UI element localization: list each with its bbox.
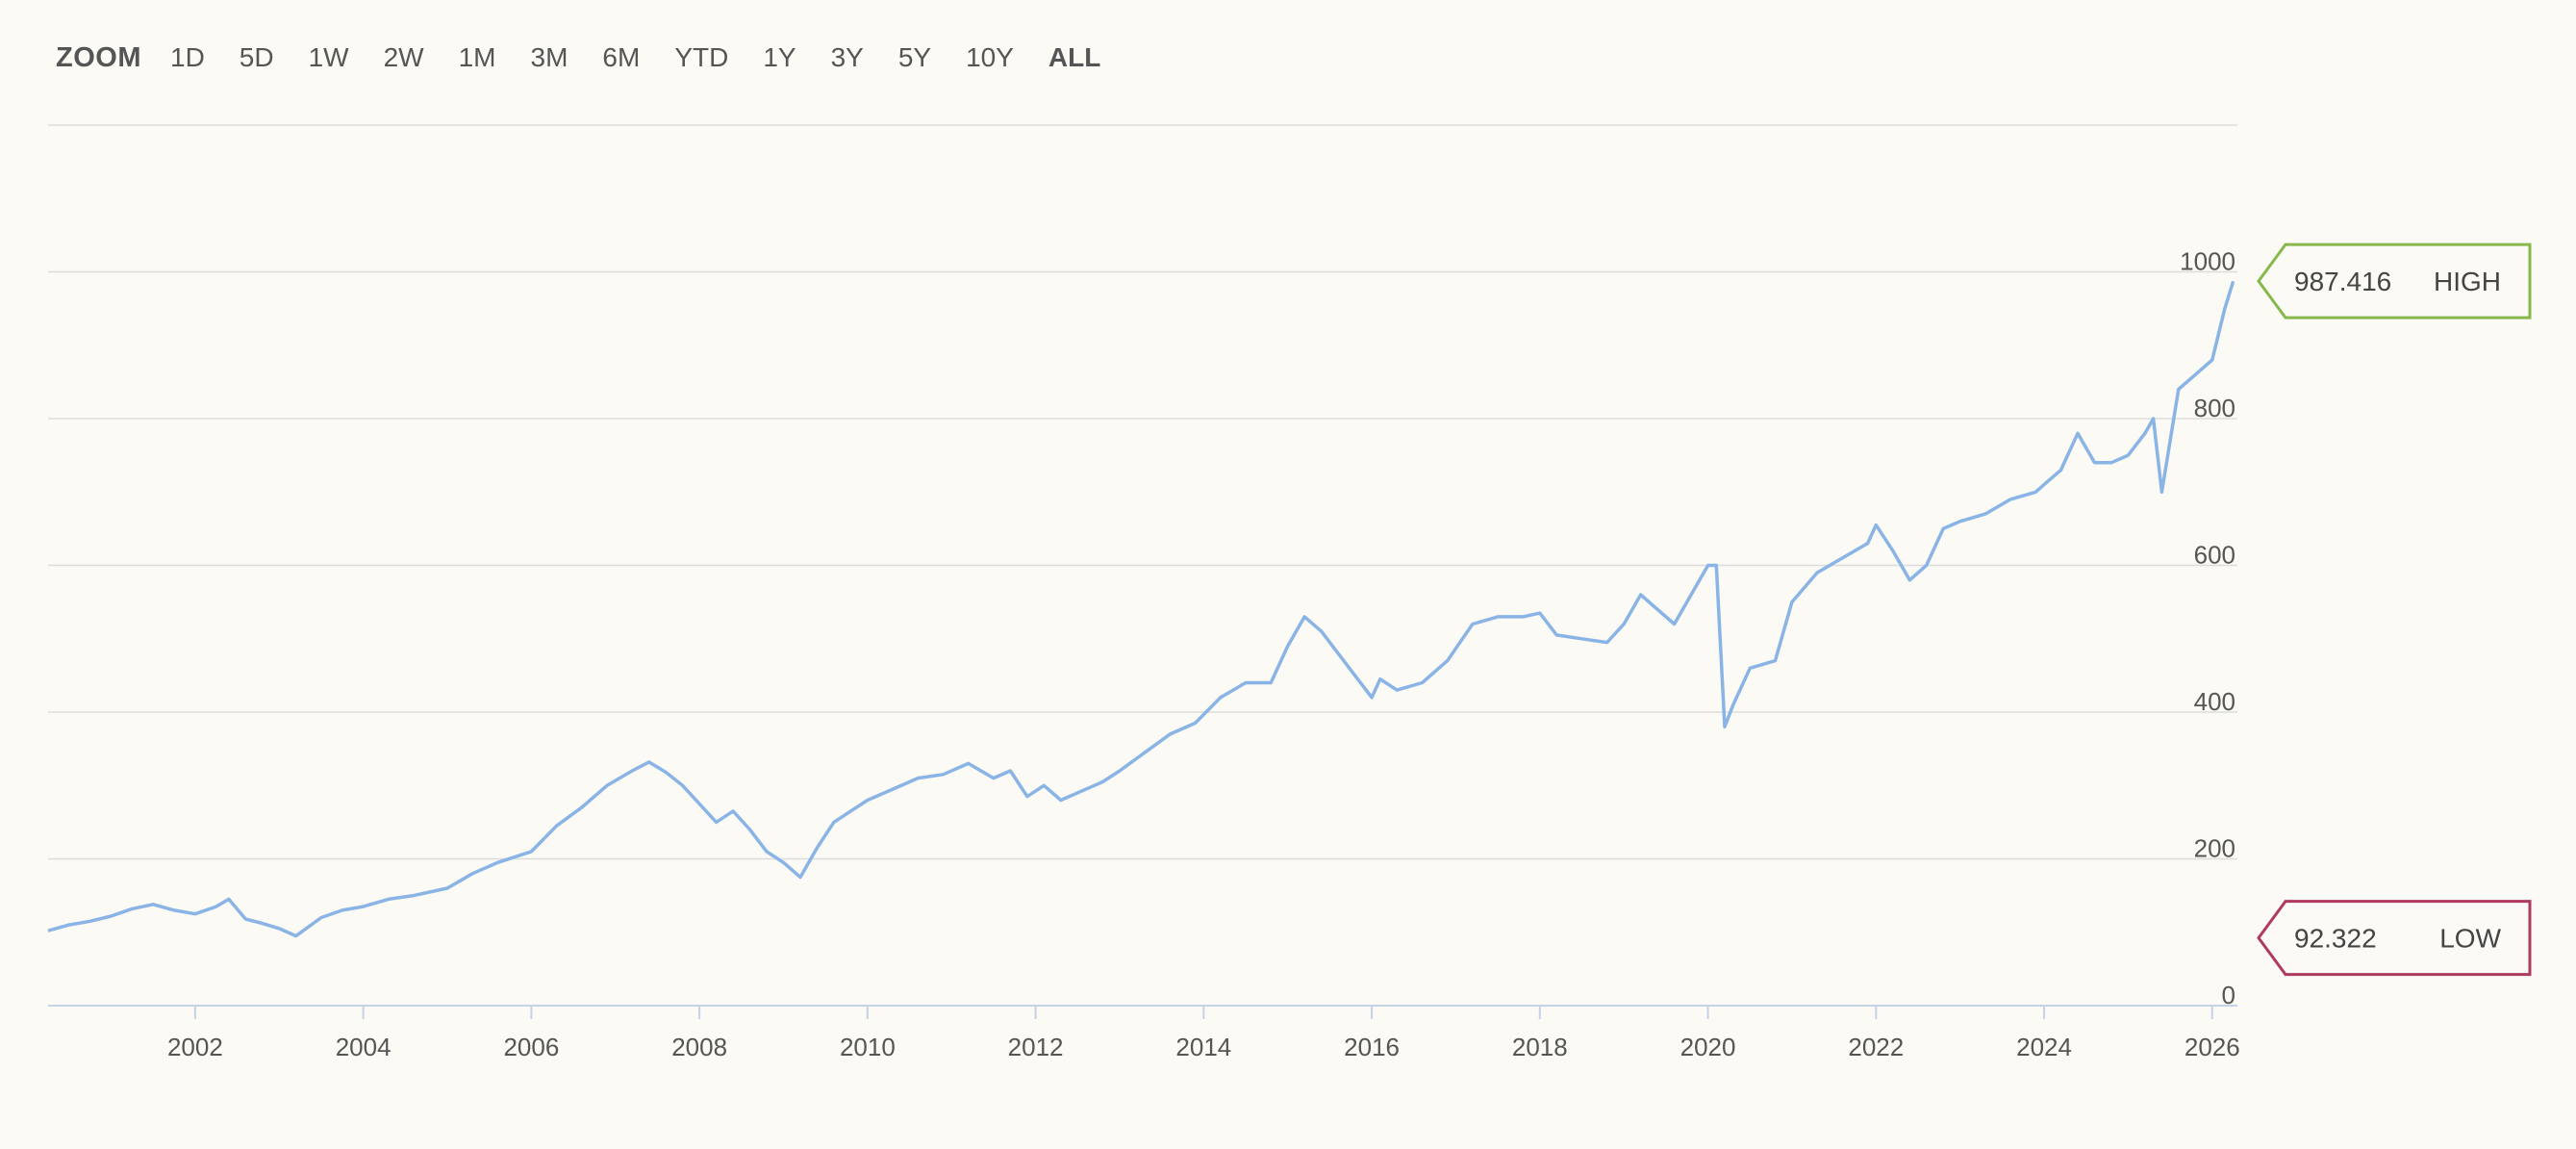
axis-layer: 0 200 400 600 800 1000 2002 2004 2006 2008 2010 201… [167, 247, 2240, 1062]
range-1m[interactable]: 1M [458, 42, 496, 72]
high-badge-shape [2257, 243, 2532, 319]
low-badge-value: 92.322 [2294, 924, 2377, 954]
range-1y[interactable]: 1Y [763, 42, 796, 72]
range-all[interactable]: ALL [1048, 42, 1101, 72]
x-tick-label: 2004 [336, 1033, 391, 1061]
range-1d[interactable]: 1D [170, 42, 205, 72]
x-tick-label: 2020 [1680, 1033, 1736, 1061]
low-badge: 92.322 LOW [2257, 900, 2532, 977]
range-5d[interactable]: 5D [239, 42, 274, 72]
y-tick-label: 800 [2194, 394, 2235, 422]
range-2w[interactable]: 2W [383, 42, 424, 72]
range-ytd[interactable]: YTD [674, 42, 729, 72]
x-tick-label: 2026 [2185, 1033, 2240, 1061]
high-badge-label: HIGH [2434, 267, 2501, 296]
series-line[interactable] [47, 280, 2235, 938]
x-tick-label: 2002 [167, 1033, 223, 1061]
x-tick-label: 2016 [1344, 1033, 1400, 1061]
x-tick-label: 2024 [2016, 1033, 2072, 1061]
range-5y[interactable]: 5Y [897, 42, 932, 72]
y-tick-label: 1000 [2180, 247, 2235, 276]
x-tick-label: 2010 [840, 1033, 896, 1061]
range-10y[interactable]: 10Y [966, 42, 1014, 72]
y-tick-label: 400 [2194, 687, 2235, 716]
range-1w[interactable]: 1W [308, 42, 349, 72]
line-layer[interactable] [47, 280, 2235, 938]
high-badge-value: 987.416 [2294, 267, 2391, 296]
x-tick-label: 2022 [1848, 1033, 1904, 1061]
low-badge-label: LOW [2439, 924, 2501, 954]
y-tick-label: 200 [2194, 834, 2235, 863]
grid-layer [48, 124, 2237, 1007]
y-tick-label: 600 [2194, 541, 2235, 570]
range-6m[interactable]: 6M [602, 42, 641, 72]
zoom-bar: ZOOM 1D 5D 1W 2W 1M 3M 6M YTD 1Y 3Y 5Y 1… [56, 37, 1135, 79]
y-tick-label: 0 [2222, 981, 2235, 1009]
high-badge: 987.416 HIGH [2257, 243, 2532, 319]
low-badge-shape [2257, 900, 2532, 977]
x-tick-label: 2014 [1175, 1033, 1231, 1061]
range-3m[interactable]: 3M [530, 42, 568, 72]
x-tick-label: 2012 [1008, 1033, 1064, 1061]
zoom-label: ZOOM [56, 41, 141, 73]
x-tick-label: 2018 [1512, 1033, 1568, 1061]
x-tick-label: 2008 [671, 1033, 727, 1061]
x-tick-label: 2006 [503, 1033, 559, 1061]
range-3y[interactable]: 3Y [830, 42, 864, 72]
